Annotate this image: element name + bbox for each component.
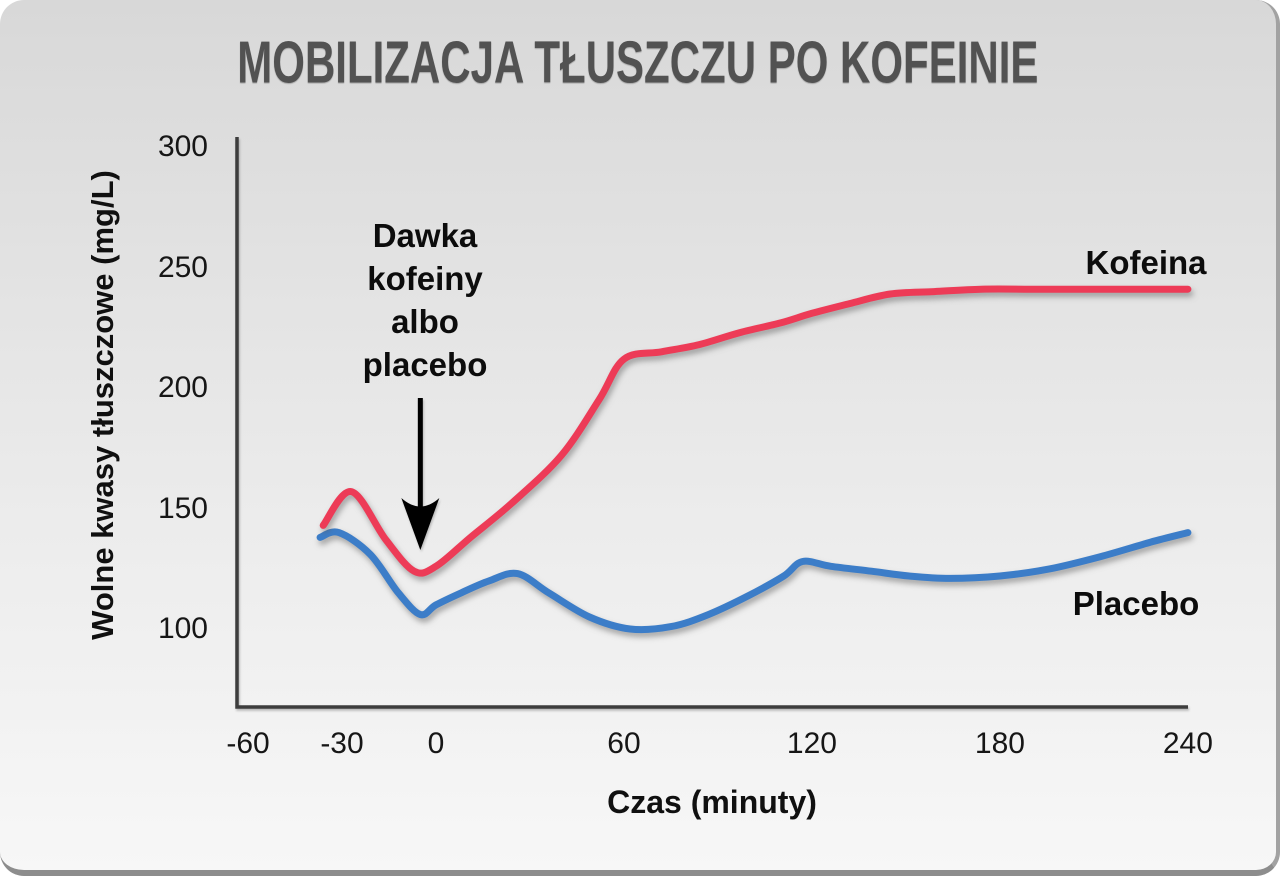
series-line-placebo (316, 528, 1192, 634)
y-tick-label-100: 100 (157, 612, 208, 645)
y-tick-label-200: 200 (157, 371, 208, 404)
x-tick-label-240: 240 (1162, 727, 1213, 760)
y-tick-label-250: 250 (157, 250, 208, 284)
annotation-line: Dawka (372, 217, 478, 254)
annotation-line: placebo (362, 346, 488, 383)
x-tick-label--60: -60 (226, 727, 270, 760)
annotation-arrow-head (401, 498, 440, 550)
x-tick-label-180: 180 (974, 727, 1025, 760)
series-label-kofeina: Kofeina (1085, 244, 1207, 281)
annotation-line: albo (391, 303, 459, 340)
y-tick-label-150: 150 (157, 491, 208, 525)
x-axis-title: Czas (minuty) (607, 784, 817, 820)
annotation-line: kofeiny (367, 260, 483, 297)
x-tick-label-120: 120 (786, 727, 837, 760)
y-tick-label-300: 300 (157, 130, 208, 163)
axes (235, 137, 1188, 709)
y-axis-title: Wolne kwasy tłuszczowe (mg/L) (85, 170, 120, 640)
x-tick-label-0: 0 (427, 727, 445, 760)
chart-title-text: MOBILIZACJA TŁUSZCZU PO KOFEINIE (237, 29, 1039, 96)
annotation-text: Dawka kofeiny albo placebo (363, 214, 488, 386)
series-line-kofeina (319, 285, 1192, 577)
x-tick-label-60: 60 (607, 727, 641, 760)
x-tick-label--30: -30 (320, 727, 364, 760)
series-label-placebo: Placebo (1072, 585, 1200, 622)
chart-title: MOBILIZACJA TŁUSZCZU PO KOFEINIE (0, 28, 1276, 95)
